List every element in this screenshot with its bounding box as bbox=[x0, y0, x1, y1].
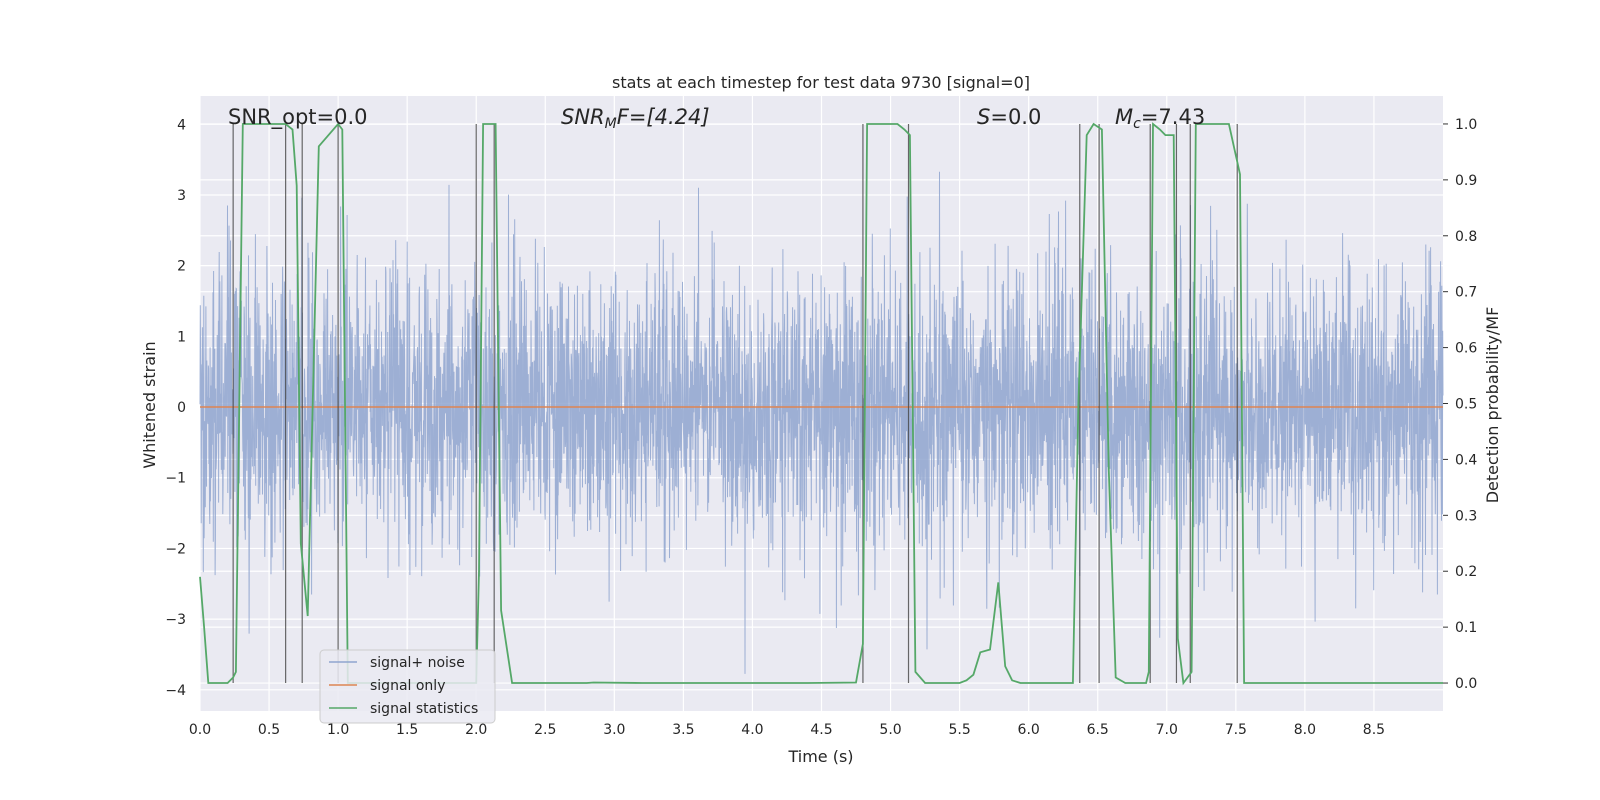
y-right-tick-label: 0.9 bbox=[1455, 173, 1477, 189]
y-right-tick-label: 0.5 bbox=[1455, 397, 1477, 413]
y-right-tick-label: 0.0 bbox=[1455, 676, 1477, 692]
annotation-s-symbol: S bbox=[977, 105, 990, 129]
x-tick-label: 4.5 bbox=[810, 722, 832, 738]
y-axis-label: Whitened strain bbox=[140, 341, 159, 468]
y-tick-label: −2 bbox=[165, 541, 186, 557]
x-tick-label: 8.5 bbox=[1363, 722, 1385, 738]
signal-noise-line bbox=[199, 171, 1444, 674]
signal-noise-series bbox=[199, 171, 1444, 674]
annotation-snr-mf-symbol: SNR bbox=[561, 105, 605, 129]
annotation-mc-rest: =7.43 bbox=[1141, 105, 1205, 129]
y-tick-label: 4 bbox=[177, 117, 186, 133]
chart-title: stats at each timestep for test data 973… bbox=[612, 73, 1030, 92]
x-tick-label: 5.0 bbox=[879, 722, 901, 738]
x-tick-label: 3.0 bbox=[603, 722, 625, 738]
annotation-mc-sub: c bbox=[1133, 116, 1141, 132]
x-ticks: 0.0 0.5 1.0 1.5 2.0 2.5 3.0 3.5 4.0 4.5 5.0 5.5 6.0 6… bbox=[189, 722, 1385, 738]
y-tick-label: 1 bbox=[177, 329, 186, 345]
y-right-tick-label: 1.0 bbox=[1455, 117, 1477, 133]
x-tick-label: 5.5 bbox=[948, 722, 970, 738]
annotation-snr-mf-rest: F=[4.24] bbox=[617, 105, 710, 129]
legend-label-signal-noise: signal+ noise bbox=[370, 655, 465, 671]
annotation-s: S=0.0 bbox=[977, 105, 1041, 129]
y-right-axis-label: Detection probability/MF bbox=[1483, 307, 1502, 504]
y-tick-label: 0 bbox=[177, 400, 186, 416]
y-ticks: −4 −3 −2 −1 0 1 2 3 4 bbox=[165, 117, 186, 699]
y-right-tick-label: 0.1 bbox=[1455, 620, 1477, 636]
signal-statistics-line bbox=[199, 122, 1443, 686]
legend-label-signal-only: signal only bbox=[370, 678, 445, 694]
y-right-tick-label: 0.4 bbox=[1455, 452, 1477, 468]
x-tick-label: 1.0 bbox=[327, 722, 349, 738]
legend: signal+ noise signal only signal statist… bbox=[319, 649, 496, 724]
x-tick-label: 2.5 bbox=[534, 722, 556, 738]
y-right-ticks: 0.0 0.1 0.2 0.3 0.4 0.5 0.6 0.7 0.8 0.9 1.0 bbox=[1443, 117, 1477, 692]
y-tick-label: 3 bbox=[177, 188, 186, 204]
x-tick-label: 4.0 bbox=[741, 722, 763, 738]
x-tick-label: 0.0 bbox=[189, 722, 211, 738]
legend-label-signal-statistics: signal statistics bbox=[370, 701, 478, 717]
vertical-markers bbox=[232, 123, 1238, 684]
y-right-tick-label: 0.6 bbox=[1455, 341, 1477, 357]
annotation-mc: Mc=7.43 bbox=[1115, 105, 1205, 132]
x-tick-label: 7.0 bbox=[1156, 722, 1178, 738]
x-tick-label: 3.5 bbox=[672, 722, 694, 738]
x-tick-label: 8.0 bbox=[1294, 722, 1316, 738]
annotation-mc-symbol: M bbox=[1115, 105, 1133, 129]
x-axis-label: Time (s) bbox=[787, 747, 853, 766]
signal-statistics-series bbox=[199, 122, 1443, 686]
annotation-snr-mf: SNRMF=[4.24] bbox=[561, 105, 710, 132]
x-tick-label: 1.5 bbox=[396, 722, 418, 738]
y-right-tick-label: 0.7 bbox=[1455, 285, 1477, 301]
legend-box bbox=[319, 649, 496, 724]
x-tick-label: 2.0 bbox=[465, 722, 487, 738]
y-tick-label: −4 bbox=[165, 683, 186, 699]
y-tick-label: 2 bbox=[177, 259, 186, 275]
annotation-snr-opt: SNR_opt=0.0 bbox=[228, 105, 368, 130]
x-tick-label: 6.0 bbox=[1018, 722, 1040, 738]
y-right-tick-label: 0.8 bbox=[1455, 229, 1477, 245]
x-tick-label: 0.5 bbox=[258, 722, 280, 738]
annotation-snr-mf-sub: M bbox=[605, 116, 617, 132]
x-tick-label: 7.5 bbox=[1225, 722, 1247, 738]
y-right-tick-label: 0.3 bbox=[1455, 508, 1477, 524]
y-tick-label: −3 bbox=[165, 612, 186, 628]
annotation-s-rest: =0.0 bbox=[990, 105, 1041, 129]
x-tick-label: 6.5 bbox=[1087, 722, 1109, 738]
y-right-tick-label: 0.2 bbox=[1455, 564, 1477, 580]
y-tick-label: −1 bbox=[165, 471, 186, 487]
